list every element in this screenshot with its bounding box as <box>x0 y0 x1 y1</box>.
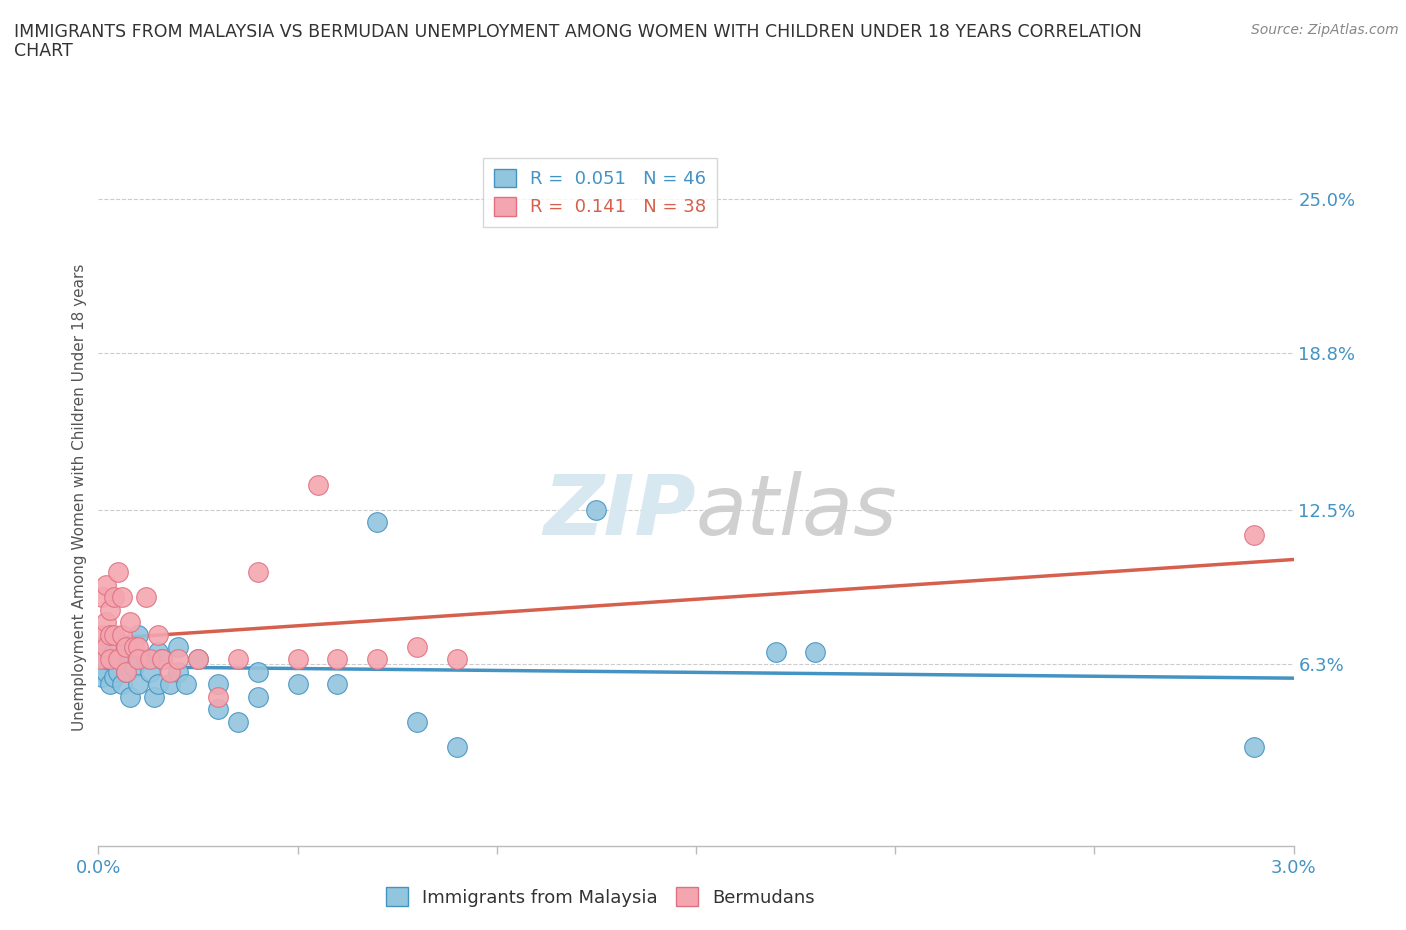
Point <box>148 677 170 692</box>
Point <box>143 689 166 704</box>
Point <box>167 665 190 680</box>
Point <box>159 665 181 680</box>
Point <box>246 665 269 680</box>
Point <box>107 634 129 649</box>
Text: ZIP: ZIP <box>543 471 696 552</box>
Point <box>406 714 429 729</box>
Point <box>127 627 149 642</box>
Point <box>207 677 229 692</box>
Point <box>91 627 114 642</box>
Point <box>103 644 125 659</box>
Point <box>135 590 157 604</box>
Point <box>167 652 190 667</box>
Point <box>120 689 142 704</box>
Point <box>124 640 146 655</box>
Point <box>98 603 122 618</box>
Point <box>111 590 134 604</box>
Point <box>406 640 429 655</box>
Point <box>167 640 190 655</box>
Point <box>139 652 162 667</box>
Point <box>115 640 138 655</box>
Text: atlas: atlas <box>696 471 897 552</box>
Point <box>107 565 129 579</box>
Point <box>115 665 138 680</box>
Point <box>187 652 209 667</box>
Text: Source: ZipAtlas.com: Source: ZipAtlas.com <box>1251 23 1399 37</box>
Point <box>139 665 162 680</box>
Point <box>585 502 607 517</box>
Point <box>174 677 197 692</box>
Point <box>96 615 118 630</box>
Point <box>91 670 114 684</box>
Point <box>107 652 129 667</box>
Legend: Immigrants from Malaysia, Bermudans: Immigrants from Malaysia, Bermudans <box>378 880 823 914</box>
Point <box>111 677 134 692</box>
Point <box>127 677 149 692</box>
Point <box>287 652 309 667</box>
Point <box>150 652 173 667</box>
Point <box>96 578 118 592</box>
Point <box>89 659 111 674</box>
Point <box>103 670 125 684</box>
Point <box>103 590 125 604</box>
Point <box>765 644 787 659</box>
Point <box>446 739 468 754</box>
Point <box>287 677 309 692</box>
Point <box>115 640 138 655</box>
Point <box>1243 739 1265 754</box>
Point <box>91 640 114 655</box>
Point <box>89 652 111 667</box>
Point <box>124 659 146 674</box>
Point <box>103 652 125 667</box>
Point <box>98 627 122 642</box>
Point <box>307 478 329 493</box>
Point <box>804 644 827 659</box>
Point <box>246 565 269 579</box>
Point <box>96 640 118 655</box>
Point <box>111 627 134 642</box>
Point <box>120 652 142 667</box>
Text: CHART: CHART <box>14 42 73 60</box>
Point <box>246 689 269 704</box>
Point <box>1243 527 1265 542</box>
Point <box>96 652 118 667</box>
Text: IMMIGRANTS FROM MALAYSIA VS BERMUDAN UNEMPLOYMENT AMONG WOMEN WITH CHILDREN UNDE: IMMIGRANTS FROM MALAYSIA VS BERMUDAN UNE… <box>14 23 1142 41</box>
Point <box>127 652 149 667</box>
Point <box>107 665 129 680</box>
Point <box>98 677 122 692</box>
Point <box>446 652 468 667</box>
Point <box>366 515 388 530</box>
Point <box>91 590 114 604</box>
Point <box>98 627 122 642</box>
Point <box>148 627 170 642</box>
Point <box>207 689 229 704</box>
Point <box>207 702 229 717</box>
Point <box>96 665 118 680</box>
Point <box>150 652 173 667</box>
Point <box>111 652 134 667</box>
Point <box>127 640 149 655</box>
Point <box>366 652 388 667</box>
Y-axis label: Unemployment Among Women with Children Under 18 years: Unemployment Among Women with Children U… <box>72 264 87 731</box>
Point <box>135 652 157 667</box>
Point <box>187 652 209 667</box>
Point <box>103 627 125 642</box>
Point <box>226 714 249 729</box>
Point <box>226 652 249 667</box>
Point <box>148 644 170 659</box>
Point <box>326 652 349 667</box>
Point <box>326 677 349 692</box>
Point <box>120 615 142 630</box>
Point <box>159 677 181 692</box>
Point <box>115 665 138 680</box>
Point <box>98 652 122 667</box>
